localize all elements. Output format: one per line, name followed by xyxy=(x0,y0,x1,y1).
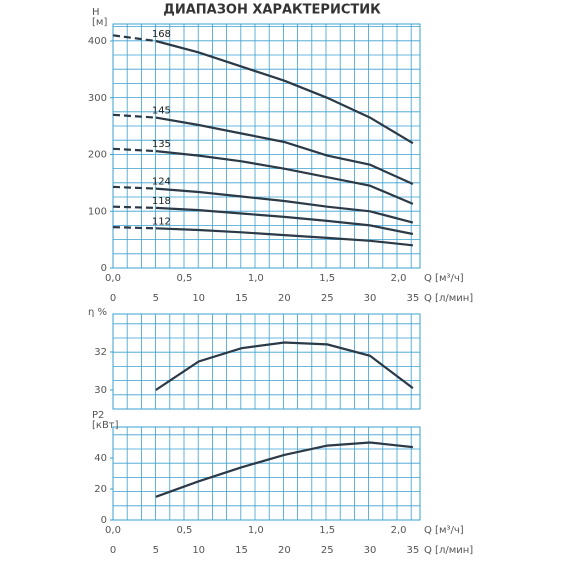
x-tick-label: 1,5 xyxy=(319,273,335,284)
x-tick-label: 2,0 xyxy=(391,273,407,284)
y-tick-label: 300 xyxy=(88,93,107,104)
curve xyxy=(112,226,156,230)
curve xyxy=(155,39,414,145)
curve xyxy=(155,441,414,498)
y-axis-unit: [м] xyxy=(92,17,107,28)
x2-tick-label: 35 xyxy=(407,293,420,304)
curve xyxy=(155,187,414,224)
y-axis-label: η % xyxy=(88,307,107,318)
y-tick-label: 100 xyxy=(88,206,107,217)
y-tick-label: 40 xyxy=(94,453,107,464)
x-tick-label: 0,0 xyxy=(105,273,121,284)
curve-label: 124 xyxy=(152,177,171,188)
x2-axis-label: Q [л/мин] xyxy=(424,545,473,556)
y-axis-label: P2 xyxy=(92,410,104,421)
x2-tick-label: 30 xyxy=(364,545,377,556)
curve xyxy=(112,185,156,190)
x2-tick-label: 15 xyxy=(235,545,248,556)
y-tick-label: 0 xyxy=(101,263,107,274)
x2-tick-label: 5 xyxy=(153,545,159,556)
x-tick-label: 0,5 xyxy=(176,273,192,284)
y-tick-label: 20 xyxy=(94,484,107,495)
x-tick-label: 2,0 xyxy=(391,525,407,536)
plot-frame xyxy=(112,313,421,410)
x2-tick-label: 0 xyxy=(110,293,116,304)
curve xyxy=(112,205,156,209)
y-tick-label: 400 xyxy=(88,36,107,47)
x2-tick-label: 0 xyxy=(110,545,116,556)
curve xyxy=(155,150,414,205)
x2-tick-label: 10 xyxy=(192,293,205,304)
x2-tick-label: 20 xyxy=(278,293,291,304)
x2-tick-label: 25 xyxy=(321,293,334,304)
y-tick-label: 30 xyxy=(94,385,107,396)
chart-title: ДИАПАЗОН ХАРАКТЕРИСТИК xyxy=(163,3,381,18)
plot-frame xyxy=(112,23,421,269)
x-axis-label: Q [м³/ч] xyxy=(424,525,464,536)
curve xyxy=(155,116,414,186)
curve-label: 135 xyxy=(152,139,171,150)
x2-tick-label: 25 xyxy=(321,545,334,556)
y-tick-label: 0 xyxy=(101,515,107,526)
curve-label: 168 xyxy=(152,29,171,40)
x-tick-label: 1,5 xyxy=(319,525,335,536)
curve xyxy=(155,227,414,247)
curve-label: 145 xyxy=(152,106,171,117)
curve xyxy=(112,34,156,43)
y-axis-label: H xyxy=(92,7,100,18)
curve xyxy=(112,147,156,153)
curve-label: 118 xyxy=(152,196,171,207)
x2-tick-label: 5 xyxy=(153,293,159,304)
x-axis-label: Q [м³/ч] xyxy=(424,273,464,284)
x2-tick-label: 30 xyxy=(364,293,377,304)
x2-tick-label: 15 xyxy=(235,293,248,304)
curve xyxy=(155,341,414,391)
x-tick-label: 1,0 xyxy=(248,525,264,536)
x-tick-label: 1,0 xyxy=(248,273,264,284)
curve-label: 112 xyxy=(152,216,171,227)
x-tick-label: 0,0 xyxy=(105,525,121,536)
x2-tick-label: 35 xyxy=(407,545,420,556)
x2-tick-label: 10 xyxy=(192,545,205,556)
curve xyxy=(155,206,414,236)
x-tick-label: 0,5 xyxy=(176,525,192,536)
plot-frame xyxy=(112,426,421,521)
y-axis-unit: [кВт] xyxy=(92,420,119,431)
x2-axis-label: Q [л/мин] xyxy=(424,293,473,304)
curve xyxy=(112,113,156,119)
y-tick-label: 200 xyxy=(88,150,107,161)
y-tick-label: 32 xyxy=(94,347,107,358)
x2-tick-label: 20 xyxy=(278,545,291,556)
